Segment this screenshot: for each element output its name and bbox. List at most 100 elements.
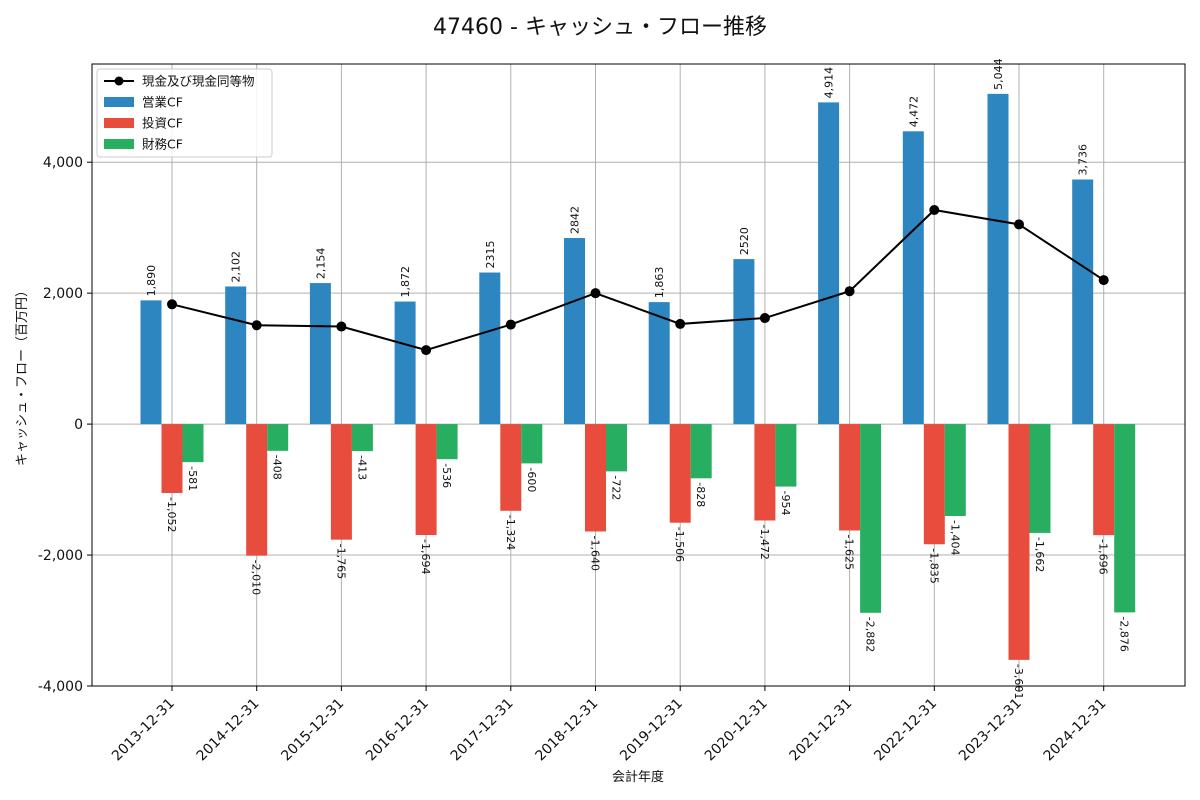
cash-line-path xyxy=(171,208,1105,352)
bar-営業CF xyxy=(648,302,670,425)
bar-営業CF xyxy=(818,102,840,425)
bar-営業CF xyxy=(733,259,755,425)
data-label: 3,736 xyxy=(1077,144,1090,176)
bar-営業CF xyxy=(564,238,585,425)
data-label: 4,472 xyxy=(907,96,920,128)
data-label: -1,662 xyxy=(1033,537,1046,572)
bar-営業CF xyxy=(225,286,247,425)
bar-投資CF xyxy=(1008,424,1030,660)
legend-label: 財務CF xyxy=(142,137,183,152)
legend-label: 営業CF xyxy=(142,95,183,110)
bar-営業CF xyxy=(1072,179,1094,425)
data-label: 5,044 xyxy=(992,58,1005,90)
cash-point xyxy=(167,299,177,310)
bar-投資CF xyxy=(839,424,861,531)
legend-marker xyxy=(114,76,124,86)
bar-投資CF xyxy=(330,424,352,540)
bar-営業CF xyxy=(987,93,1009,425)
data-label: 2842 xyxy=(569,206,582,234)
x-tick-label: 2014-12-31 xyxy=(194,696,263,765)
cash-point xyxy=(759,313,770,324)
bar-営業CF xyxy=(309,283,331,425)
data-label: -1,694 xyxy=(419,539,432,574)
data-label: -722 xyxy=(610,475,623,500)
data-labels: 1,890 2,102 2,154 1,872 2315 2842 1,863 2520 4,9… xyxy=(145,58,1131,699)
cash-point xyxy=(590,288,601,299)
bar-投資CF xyxy=(500,424,522,511)
cash-point xyxy=(251,320,262,331)
data-label: -600 xyxy=(525,467,538,492)
legend-box xyxy=(96,68,273,158)
data-label: 2,154 xyxy=(314,248,327,280)
x-tick-label: 2018-12-31 xyxy=(532,696,601,765)
data-label: -1,404 xyxy=(948,520,961,555)
bar-財務CF xyxy=(182,424,204,463)
bar-営業CF xyxy=(394,301,416,425)
bar-営業CF xyxy=(140,300,162,425)
y-tick-label: -4,000 xyxy=(38,679,83,695)
bar-財務CF xyxy=(606,424,627,472)
cash-point xyxy=(421,345,432,356)
y-tick-label: 4,000 xyxy=(43,155,83,171)
x-tick-label: 2020-12-31 xyxy=(702,696,771,765)
y-tick-label: 2,000 xyxy=(43,286,83,302)
bar-財務CF xyxy=(775,424,797,487)
data-label: -413 xyxy=(355,455,368,480)
bar-財務CF xyxy=(521,424,543,464)
data-label: -3,601 xyxy=(1012,664,1025,699)
bar-財務CF xyxy=(1029,424,1051,533)
cash-point xyxy=(675,318,686,329)
data-label: -1,324 xyxy=(504,515,517,550)
legend-swatch xyxy=(104,139,134,149)
bar-財務CF xyxy=(860,424,882,613)
data-label: -2,876 xyxy=(1118,616,1131,651)
legend-label: 投資CF xyxy=(142,116,183,131)
x-tick-label: 2021-12-31 xyxy=(787,696,856,765)
data-label: -2,010 xyxy=(250,560,263,595)
data-label: -1,835 xyxy=(927,548,940,583)
bar-投資CF xyxy=(246,424,268,556)
y-tick-label: 0 xyxy=(74,417,83,433)
data-label: -828 xyxy=(694,482,707,507)
bar-投資CF xyxy=(415,424,437,536)
x-tick-label: 2023-12-31 xyxy=(956,696,1025,765)
data-label: -1,765 xyxy=(334,544,347,579)
data-label: -408 xyxy=(271,455,284,480)
data-label: -1,052 xyxy=(165,497,178,532)
cash-point xyxy=(505,319,516,330)
bar-財務CF xyxy=(944,424,966,517)
bar-財務CF xyxy=(267,424,289,451)
data-label: 2520 xyxy=(738,227,751,255)
x-tick-label: 2024-12-31 xyxy=(1041,696,1110,765)
data-label: 1,890 xyxy=(145,265,158,297)
data-label: 2,102 xyxy=(230,251,243,283)
plot-frame xyxy=(91,63,1186,687)
grid xyxy=(92,64,1185,687)
data-label: -954 xyxy=(779,491,792,516)
bar-投資CF xyxy=(161,424,183,493)
bar-営業CF xyxy=(902,131,924,425)
x-tick-label: 2022-12-31 xyxy=(871,696,940,765)
bar-財務CF xyxy=(1114,424,1136,613)
data-label: -1,506 xyxy=(673,527,686,562)
data-label: -1,625 xyxy=(843,535,856,570)
data-label: -536 xyxy=(440,463,453,488)
data-label: 1,872 xyxy=(399,266,412,298)
data-label: 2315 xyxy=(484,241,497,269)
bar-投資CF xyxy=(1093,424,1115,536)
cash-line xyxy=(167,205,1109,356)
x-tick-label: 2017-12-31 xyxy=(448,696,517,765)
data-label: -1,696 xyxy=(1097,539,1110,574)
bar-財務CF xyxy=(351,424,373,452)
cash-point xyxy=(336,321,347,332)
data-label: -1,640 xyxy=(589,535,602,570)
x-tick-label: 2013-12-31 xyxy=(109,696,178,765)
chart-title: 47460 - キャッシュ・フロー推移 xyxy=(433,15,767,40)
legend-swatch xyxy=(104,118,134,128)
data-label: -581 xyxy=(186,466,199,491)
data-label: 4,914 xyxy=(823,67,836,99)
data-label: -1,472 xyxy=(758,524,771,559)
x-tick-label: 2016-12-31 xyxy=(363,696,432,765)
